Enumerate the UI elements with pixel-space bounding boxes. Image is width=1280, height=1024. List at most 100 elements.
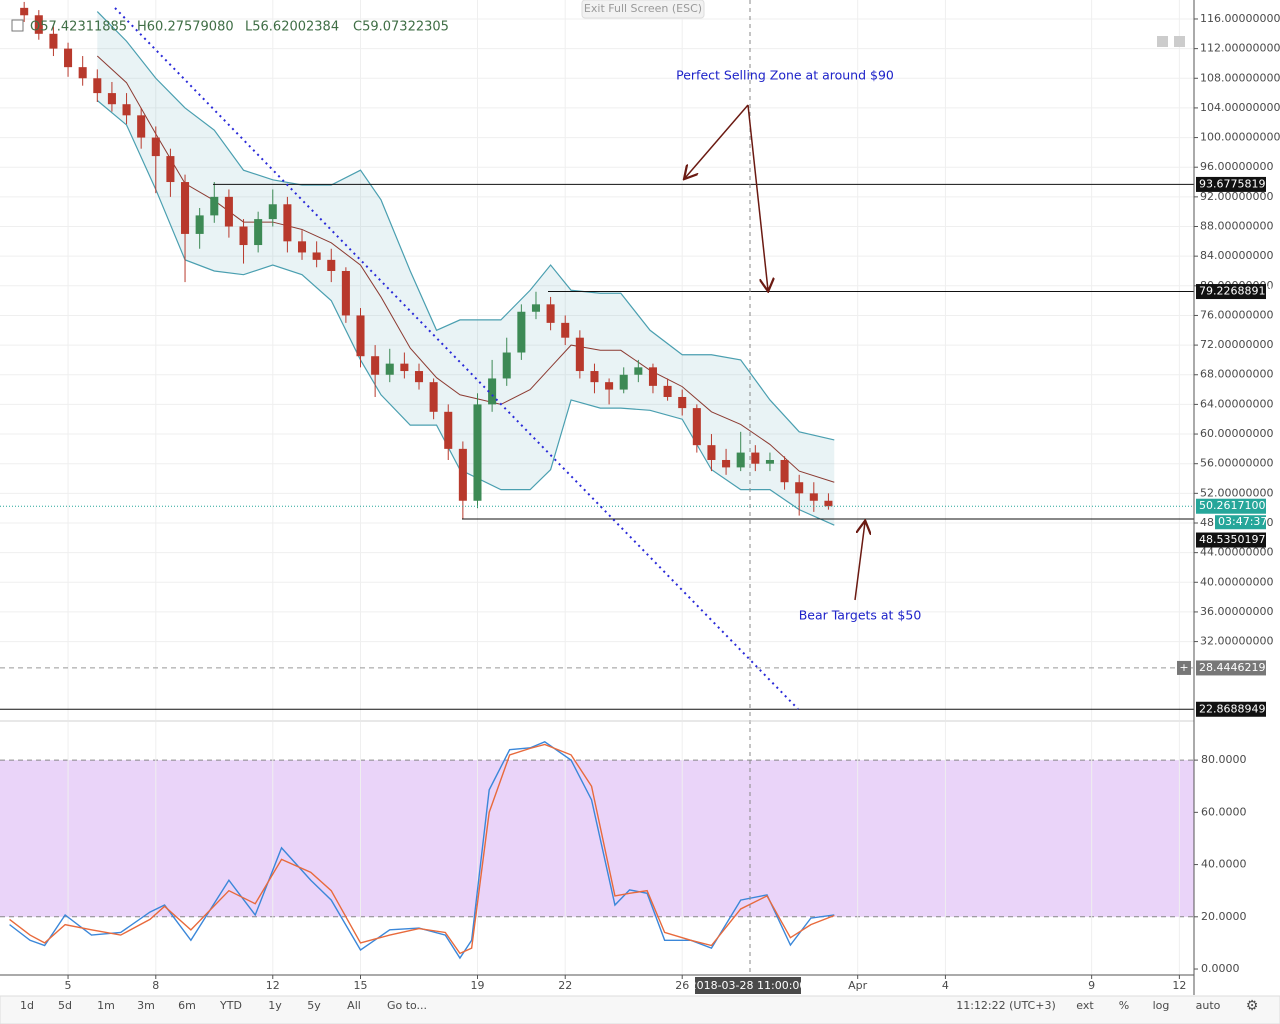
countdown-bg (1215, 515, 1266, 530)
range-button[interactable]: YTD (219, 999, 242, 1012)
candle-body (254, 219, 263, 246)
x-tick-label: 19 (470, 979, 484, 992)
candle-body (181, 182, 190, 234)
toggle-icon[interactable] (11, 19, 24, 32)
arrow (685, 104, 749, 178)
x-tick-label: 12 (266, 979, 280, 992)
range-button[interactable]: All (347, 999, 361, 1012)
candle-body (795, 482, 804, 494)
scale-button[interactable]: % (1119, 999, 1129, 1012)
price-axis-bg (1194, 0, 1280, 995)
candle-body (678, 396, 687, 409)
range-button[interactable]: 3m (137, 999, 155, 1012)
candle-body (356, 315, 365, 357)
candle-body (414, 371, 424, 383)
toolbar-items: 1d 5d 1m 3m 6m YTD 1y 5y All Go to... ext% log auto (20, 999, 1221, 1012)
candle-body (268, 204, 277, 220)
y-tick-label: 40.0000 (1201, 858, 1247, 871)
candle-body (780, 459, 789, 483)
scale-button[interactable]: auto (1196, 999, 1221, 1012)
level-label-bg (1196, 701, 1266, 717)
candle-body (210, 196, 219, 216)
level-label: 28.44462190 (1199, 661, 1272, 674)
exit-fullscreen-button[interactable] (581, 0, 705, 19)
y-tick-label: 84.00000000 (1200, 249, 1273, 262)
candle-body (590, 371, 599, 383)
candle-body (327, 259, 336, 271)
y-tick-label: 80.0000 (1201, 753, 1247, 766)
ohlc-close: C59.07322305 (353, 20, 449, 35)
y-tick-label: 36.00000000 (1200, 605, 1273, 618)
candle-body (64, 48, 73, 68)
range-button[interactable]: 6m (178, 999, 196, 1012)
range-button[interactable]: 1m (97, 999, 115, 1012)
add-level-icon[interactable]: + (1179, 661, 1188, 674)
candle-body (400, 363, 409, 372)
level-label-bg (1196, 660, 1266, 676)
scale-button[interactable]: ext (1076, 999, 1094, 1012)
y-tick-label: 108.00000000 (1200, 71, 1280, 84)
arrow (747, 104, 768, 290)
y-tick-label: 52.00000000 (1200, 486, 1273, 499)
range-button[interactable]: Go to... (387, 999, 427, 1012)
candle-body (517, 311, 526, 353)
y-tick-label: 116.00000000 (1200, 12, 1280, 25)
range-button[interactable]: 5d (58, 999, 72, 1012)
y-tick-label: 68.00000000 (1200, 368, 1273, 381)
add-level-button[interactable] (1177, 660, 1191, 675)
level-label: 93.67758196 (1199, 177, 1272, 190)
exit-fullscreen-label[interactable]: Exit Full Screen (ESC) (584, 2, 702, 15)
pane-icon[interactable] (1157, 36, 1168, 47)
range-button[interactable]: 5y (307, 999, 321, 1012)
candle-body (531, 304, 541, 312)
trend-line (114, 7, 799, 710)
countdown: 03:47:37 (1218, 515, 1267, 528)
x-tick-label: Apr (848, 979, 868, 992)
overbought-oversold-zone (0, 760, 1194, 917)
y-tick-label: 60.0000 (1201, 805, 1247, 818)
current-price-label: 50.26171007 (1199, 499, 1272, 512)
band-fill (97, 11, 835, 526)
candle-body (809, 493, 818, 501)
y-tick-label: 32.00000000 (1200, 635, 1273, 648)
candle-body (151, 137, 160, 157)
candle-body (78, 67, 87, 79)
y-tick-label: 64.00000000 (1200, 397, 1273, 410)
candle-body (166, 156, 175, 183)
level-label-bg (1196, 532, 1266, 548)
level-label: 79.22688917 (1199, 285, 1272, 298)
ohlc-open: O57.42311885 (30, 20, 127, 35)
candle-body (107, 93, 116, 105)
candle-body (722, 459, 731, 468)
candle-body (195, 215, 204, 234)
toolbar (0, 995, 1280, 1024)
y-tick-label: 72.00000000 (1200, 338, 1273, 351)
candle-body (341, 270, 350, 316)
candle-body (575, 337, 584, 372)
y-tick-label: 100.00000000 (1200, 131, 1280, 144)
candle-body (137, 115, 146, 138)
crosshair-label: 2018-03-28 11:00:00 (690, 979, 807, 992)
stochastic-line (9, 743, 835, 955)
range-button[interactable]: 1y (268, 999, 282, 1012)
y-tick-label: 44.00000000 (1200, 546, 1273, 559)
candle-body (546, 304, 555, 323)
y-tick-label: 40.00000000 (1200, 575, 1273, 588)
candle-body (488, 378, 497, 405)
level-label-bg (1196, 176, 1266, 192)
candle-body (20, 7, 29, 16)
plot-layer: 5 8 12 15 19 22 26 Apr 4 9 12 116.00000000 112.00000… (0, 1, 1280, 992)
range-button[interactable]: 1d (20, 999, 34, 1012)
candle-body (239, 226, 248, 246)
level-label: 48.53501970 (1199, 533, 1272, 546)
y-tick-label: 104.00000000 (1200, 101, 1280, 114)
candle-body (473, 404, 482, 501)
candle-body (93, 78, 102, 94)
y-tick-label: 56.00000000 (1200, 457, 1273, 470)
level-label: 22.86889490 (1199, 702, 1272, 715)
settings-icon[interactable]: ⚙ (1246, 998, 1259, 1014)
pane-icon[interactable] (1174, 36, 1185, 47)
scale-button[interactable]: log (1153, 999, 1170, 1012)
arrow (854, 522, 865, 601)
